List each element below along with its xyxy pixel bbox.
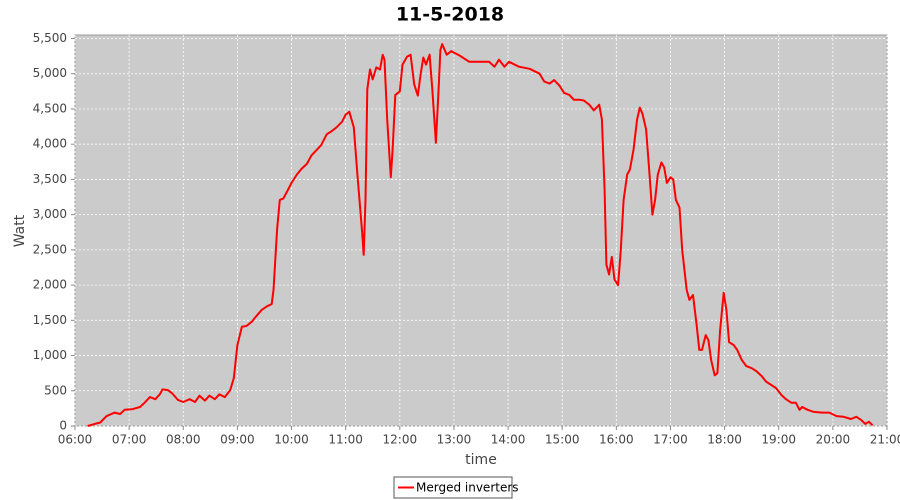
x-tick-label: 20:00 (816, 433, 851, 447)
series-line (87, 43, 874, 427)
x-tick-label: 15:00 (545, 433, 580, 447)
y-tick-label: 5,500 (33, 31, 67, 45)
x-tick-label: 21:00 (870, 433, 900, 447)
x-tick-label: 17:00 (653, 433, 688, 447)
y-tick-label: 2,500 (33, 242, 67, 256)
y-tick-label: 2,000 (33, 278, 67, 292)
y-tick-label: 5,000 (33, 66, 67, 80)
x-tick-label: 13:00 (437, 433, 472, 447)
x-tick-label: 07:00 (112, 433, 147, 447)
y-tick-label: 4,000 (33, 137, 67, 151)
x-tick-label: 14:00 (491, 433, 526, 447)
legend-box (393, 476, 513, 499)
y-tick-label: 4,500 (33, 101, 67, 115)
x-tick-label: 12:00 (383, 433, 418, 447)
legend-label: Merged inverters (416, 481, 519, 495)
y-tick-label: 1,500 (33, 313, 67, 327)
x-tick-label: 10:00 (274, 433, 309, 447)
x-tick-label: 19:00 (761, 433, 796, 447)
plot-area (74, 34, 888, 427)
x-tick-label: 09:00 (220, 433, 255, 447)
x-tick-label: 08:00 (166, 433, 201, 447)
y-tick-label: 3,500 (33, 172, 67, 186)
x-tick-label: 11:00 (328, 433, 363, 447)
y-tick-label: 3,000 (33, 207, 67, 221)
y-tick-label: 1,000 (33, 348, 67, 362)
y-axis-label: Watt (12, 214, 28, 247)
chart-title: 11-5-2018 (396, 4, 504, 26)
x-tick-label: 06:00 (58, 433, 93, 447)
y-tick-label: 0 (59, 419, 67, 433)
x-tick-label: 16:00 (599, 433, 634, 447)
y-tick-label: 500 (44, 383, 67, 397)
x-axis-label: time (465, 452, 497, 468)
x-tick-label: 18:00 (707, 433, 742, 447)
